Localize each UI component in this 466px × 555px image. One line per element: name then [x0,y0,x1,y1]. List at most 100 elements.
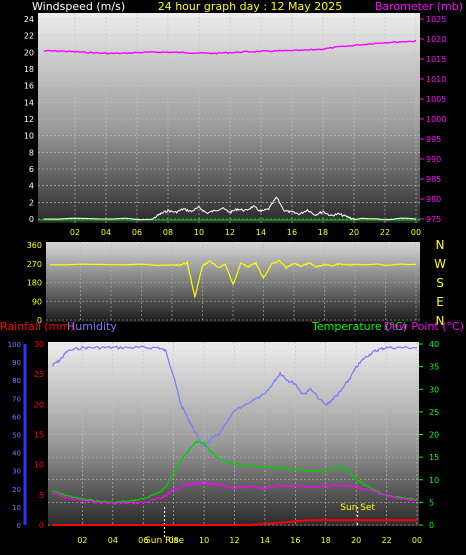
x-tick: 04 [101,228,111,237]
wind-baro-series [38,39,420,221]
windspeed-tick: 14 [24,98,34,107]
windspeed-title: Windspeed (m/s) [32,0,125,13]
windspeed-tick: 20 [24,48,34,57]
wind-direction-line [49,260,417,299]
temp-humidity-axes: 0 5 10 15 20 25 30 35 40 0 10 20 30 40 50 60 70 80 90 100 0 5… [8,340,440,530]
barometer-axis: 975 980 985 990 995 1000 1005 1010 1015 1020 1025 [420,15,446,224]
x-tick: 22 [381,536,391,545]
humidity-tick: 20 [12,486,21,494]
temperature-tick: 0 [429,521,434,530]
x-tick: 12 [225,228,235,237]
x-tick: 16 [290,536,300,545]
barometer-tick: 1010 [426,75,446,84]
humidity-tick: 30 [12,468,21,476]
humidity-tick: 10 [12,504,21,512]
barometer-tick: 980 [426,195,441,204]
temperature-tick: 20 [429,431,439,440]
temperature-tick: 30 [429,385,439,394]
windspeed-tick: 22 [24,32,34,41]
compass-s: S [436,276,444,290]
compass-w: W [434,257,446,271]
rainfall-tick: 25 [34,370,44,379]
humidity-tick: 0 [17,522,21,530]
windspeed-tick: 0 [29,215,34,224]
dewpoint-line [51,480,418,506]
temperature-tick: 5 [429,498,434,507]
barometer-tick: 1005 [426,95,446,104]
temperature-tick: 35 [429,363,439,372]
direction-tick: 90 [32,297,42,306]
direction-tick: 0 [37,316,42,325]
barometer-tick: 975 [426,215,441,224]
barometer-title: Barometer (mb) [375,0,463,13]
direction-tick: 270 [27,260,42,269]
compass-n-bottom: N [436,314,445,328]
wind-baro-grid [38,13,420,223]
barometer-tick: 1020 [426,35,446,44]
humidity-tick: 90 [12,359,21,367]
rainfall-tick: 30 [34,340,44,349]
wind-baro-x-axis: 02 04 06 08 10 12 14 16 18 20 22 00 [70,228,421,237]
barometer-tick: 995 [426,135,441,144]
temp-humidity-series [51,345,418,539]
x-tick: 20 [351,536,361,545]
direction-tick: 180 [27,279,42,288]
humidity-tick: 100 [8,341,21,349]
temperature-tick: 15 [429,453,439,462]
wind-direction-series [49,260,417,299]
x-tick: 04 [108,536,118,545]
temperature-line [51,439,418,504]
windspeed-tick: 12 [24,115,34,124]
windspeed-tick: 2 [29,198,34,207]
sunrise-label: Sun Rise [145,536,184,546]
temperature-tick: 25 [429,408,439,417]
compass-e: E [436,295,444,309]
compass-n-top: N [436,238,445,252]
x-tick: 06 [138,536,148,545]
windspeed-tick: 6 [29,165,34,174]
x-tick: 14 [260,536,270,545]
windspeed-tick: 4 [29,182,34,191]
x-tick: 16 [287,228,297,237]
humidity-tick: 50 [12,432,21,440]
windspeed-tick: 16 [24,82,34,91]
rainfall-tick: 10 [34,461,44,470]
windspeed-tick: 8 [29,148,34,157]
x-tick: 06 [132,228,142,237]
chart-title: 24 hour graph day : 12 May 2025 [158,0,343,13]
dewpoint-title: Dew Point (°C) [384,320,464,333]
x-tick: 10 [194,228,204,237]
barometer-tick: 1015 [426,55,446,64]
x-tick: 22 [380,228,390,237]
barometer-tick: 990 [426,155,441,164]
windspeed-line [43,196,417,221]
wind-direction-grid [46,242,420,322]
barometer-line [43,39,417,55]
temperature-title: Temperature (°C) [311,320,407,333]
x-tick: 12 [229,536,239,545]
barometer-tick: 985 [426,175,441,184]
temp-humidity-plot [48,342,419,526]
rainfall-tick: 5 [39,491,44,500]
temperature-tick: 40 [429,340,439,349]
x-tick: 02 [70,228,80,237]
x-tick: 08 [163,228,173,237]
humidity-line [51,345,418,448]
x-tick: 20 [349,228,359,237]
humidity-tick: 70 [12,395,21,403]
humidity-tick: 40 [12,450,21,458]
x-tick: 00 [411,228,421,237]
x-tick: 14 [256,228,266,237]
wind-direction-axis: 0 90 180 270 360 [27,241,42,325]
x-tick: 08 [169,536,179,545]
x-tick: 02 [77,536,87,545]
rainfall-title: Rainfall (mm) [0,320,74,333]
rainfall-tick: 15 [34,431,44,440]
x-tick: 10 [199,536,209,545]
humidity-tick: 80 [12,377,21,385]
temperature-tick: 10 [429,476,439,485]
sunset-label: Sun Set [340,503,375,513]
humidity-title: Humidity [67,320,117,333]
windspeed-tick: 18 [24,65,34,74]
